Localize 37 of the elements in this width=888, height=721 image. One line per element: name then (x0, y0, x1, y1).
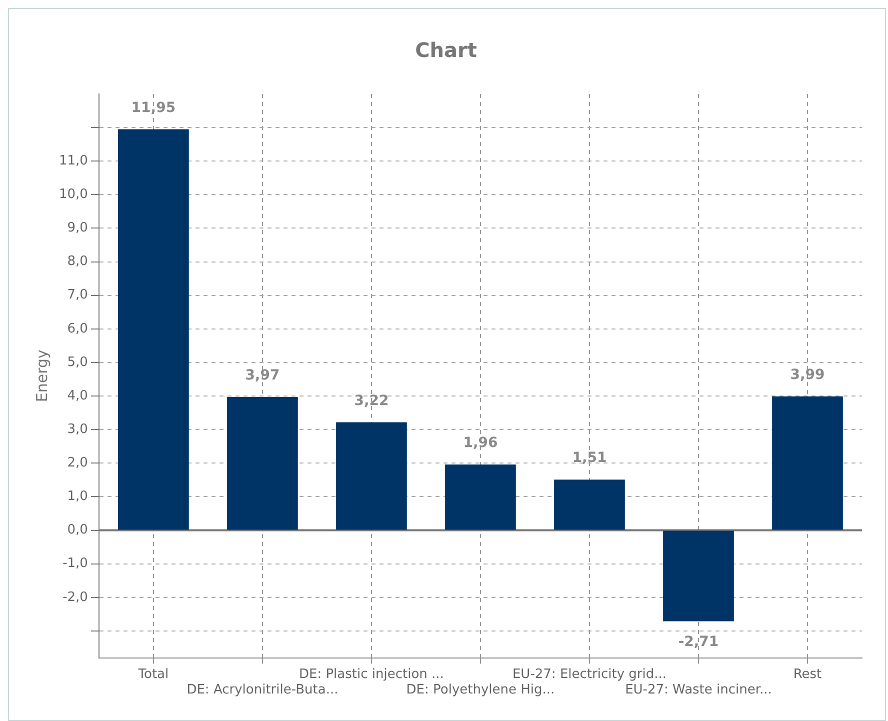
y-tick-label: 8,0 (67, 254, 88, 270)
x-tick-label: EU-27: Waste inciner... (625, 682, 772, 698)
y-tick-label: 11,0 (58, 153, 88, 168)
x-tick-label: DE: Acrylonitrile-Buta... (186, 682, 338, 698)
y-tick-label: 5,0 (67, 354, 88, 370)
data-label: 1,96 (463, 435, 498, 452)
y-tick-label: 6,0 (67, 321, 88, 336)
y-tick-label: 3,0 (67, 422, 88, 437)
bar (336, 422, 407, 530)
y-tick-label: 9,0 (67, 220, 88, 236)
bar (554, 480, 625, 530)
data-label: 11,95 (131, 100, 176, 116)
x-tick-label: DE: Plastic injection ... (298, 666, 444, 682)
bar (227, 397, 298, 530)
data-label: 3,22 (354, 392, 389, 409)
data-label: 3,97 (245, 368, 280, 384)
y-tick-label: -2,0 (62, 590, 88, 605)
chart-title: Chart (415, 38, 478, 62)
bar (772, 396, 843, 530)
y-axis-title: Energy (32, 350, 51, 402)
x-tick-label: DE: Polyethylene Hig... (406, 682, 555, 698)
y-tick-label: 7,0 (67, 288, 88, 303)
y-tick-label: 10,0 (58, 187, 88, 202)
y-tick-label: 0,0 (67, 522, 88, 538)
x-tick-label: Total (137, 666, 169, 682)
data-label: -2,71 (678, 634, 719, 650)
y-tick-label: 1,0 (67, 489, 88, 504)
x-tick-label: Rest (793, 666, 822, 682)
bar (445, 464, 516, 530)
y-tick-label: 2,0 (67, 456, 88, 471)
bar (663, 530, 734, 622)
data-label: 1,51 (572, 450, 607, 466)
x-tick-label: EU-27: Electricity grid... (512, 666, 667, 682)
data-label: 3,99 (790, 367, 825, 384)
y-tick-label: -1,0 (62, 556, 88, 572)
y-tick-label: 4,0 (67, 388, 88, 404)
bar (118, 129, 189, 530)
